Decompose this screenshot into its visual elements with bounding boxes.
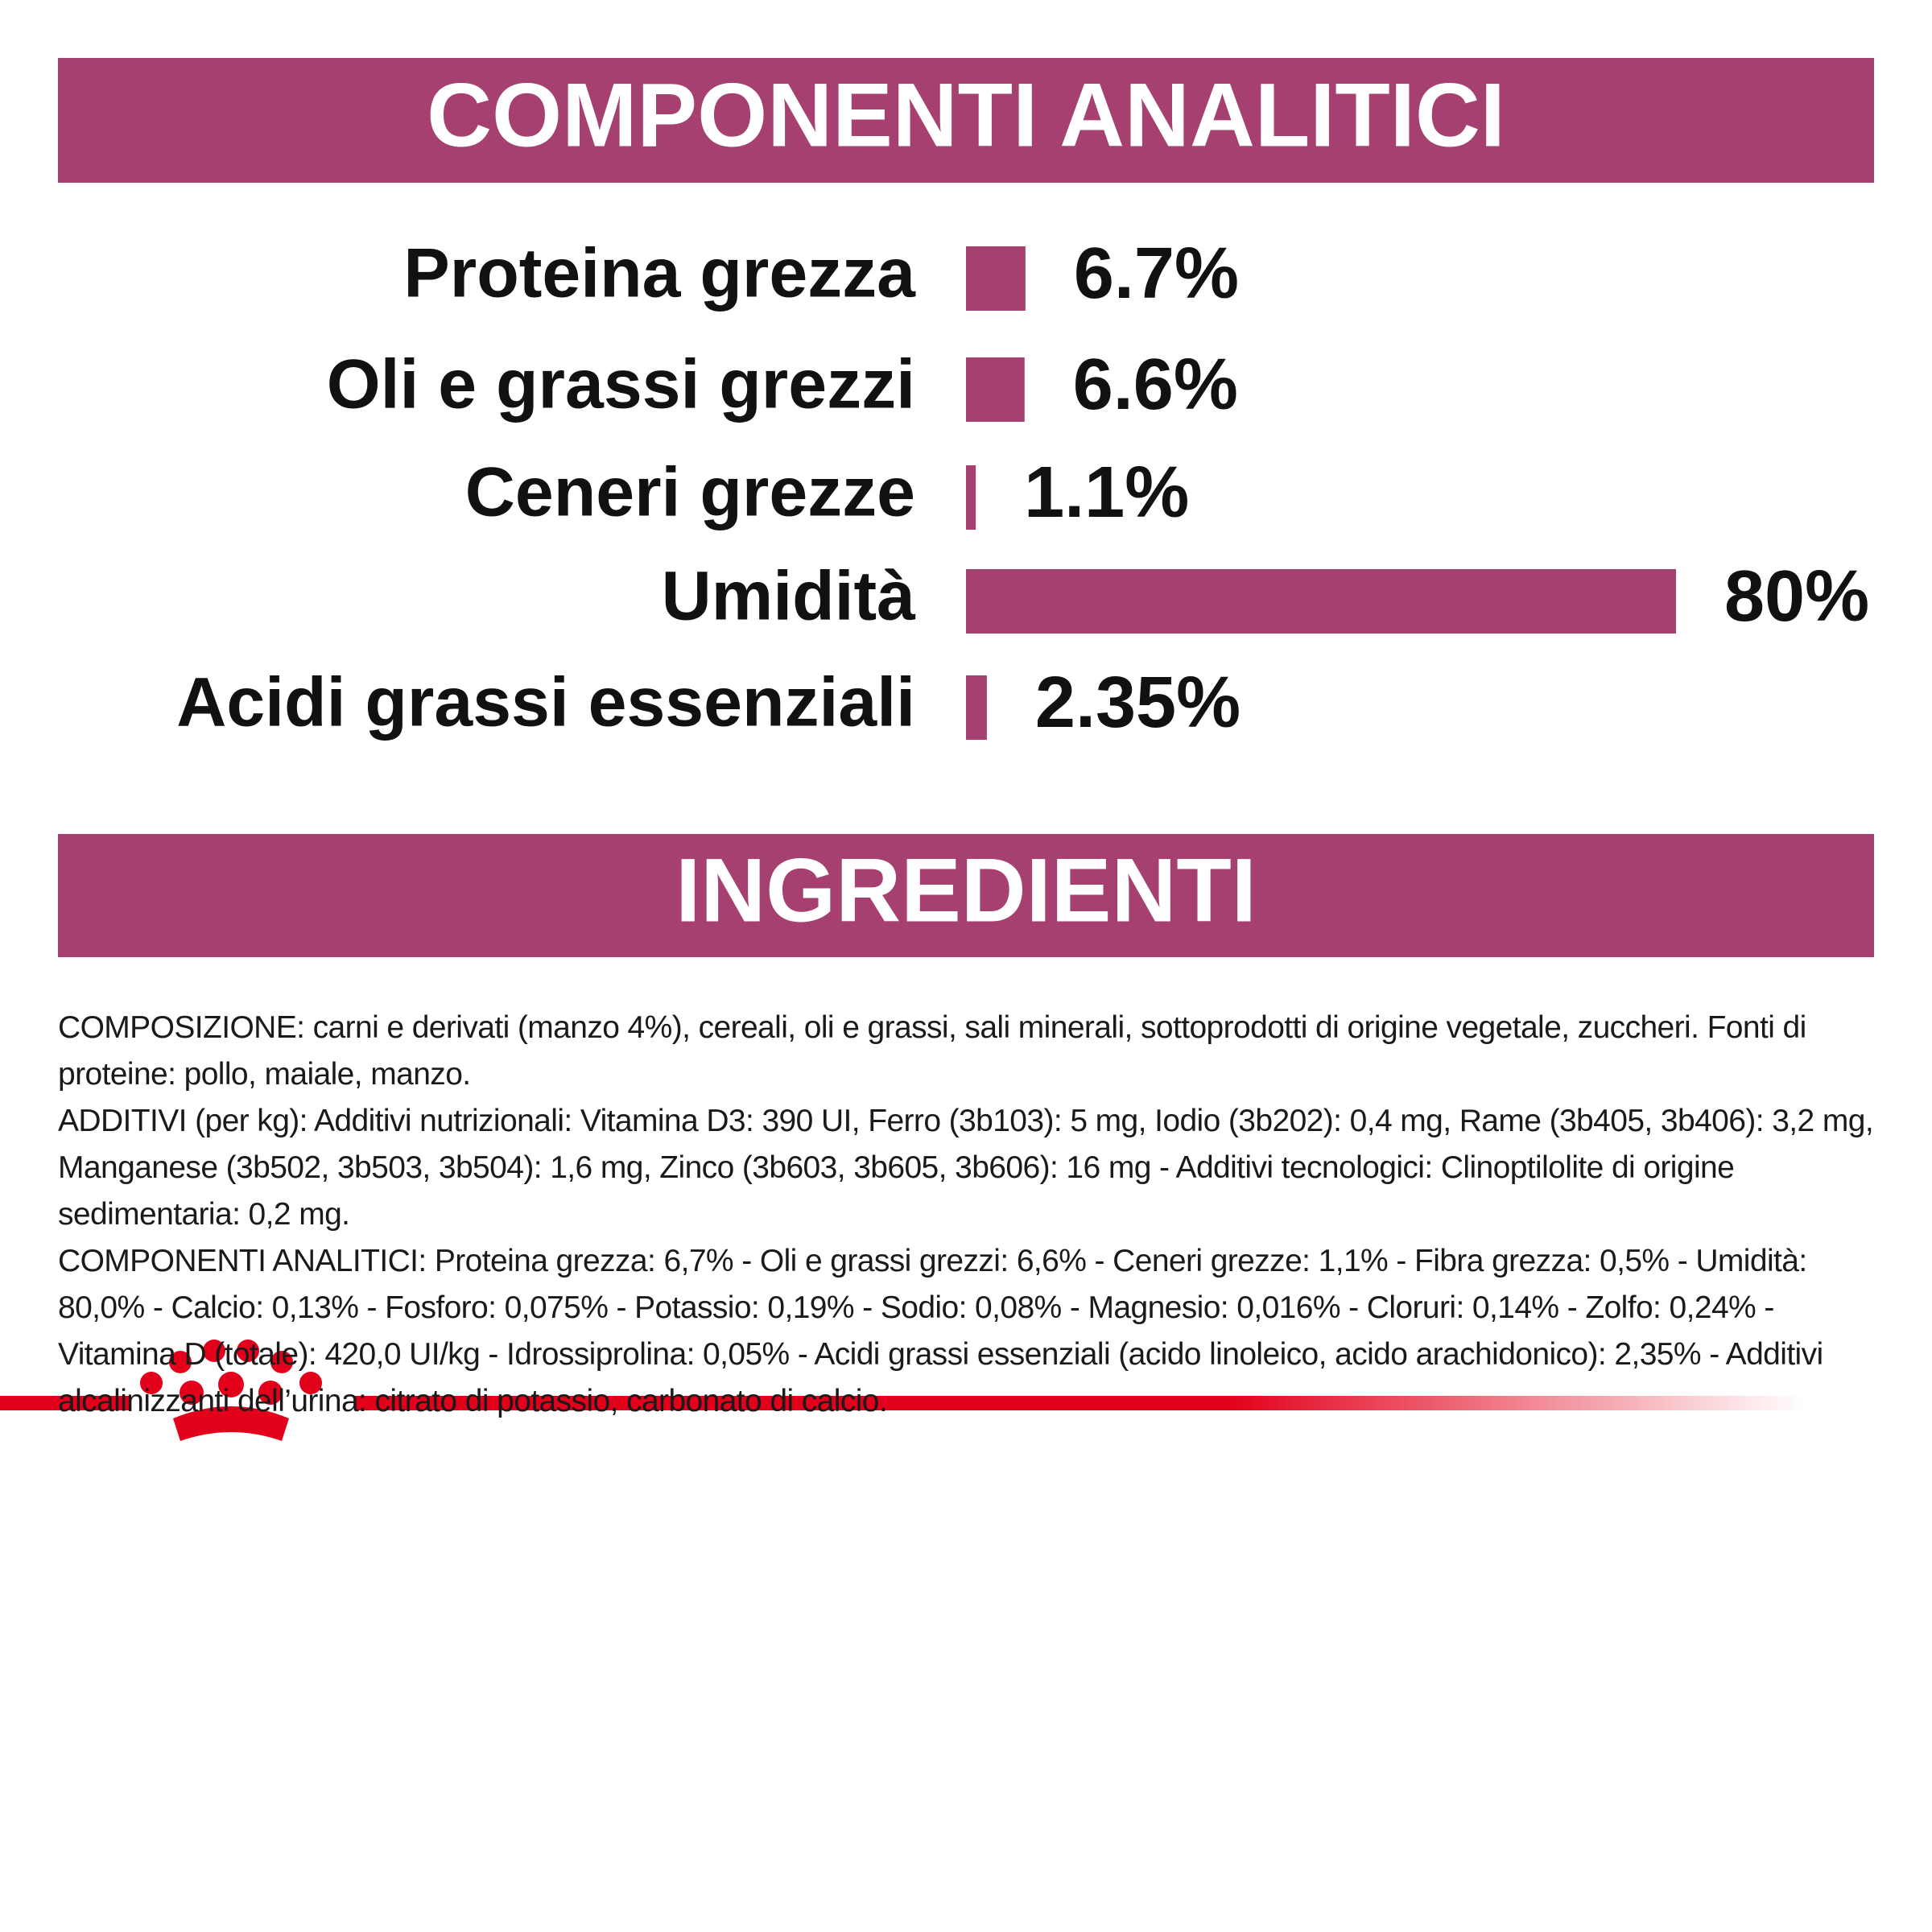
bar	[966, 465, 976, 530]
value-label: 1.1%	[1024, 452, 1189, 533]
chart-title: COMPONENTI ANALITICI	[427, 65, 1505, 166]
category-label: Oli e grassi grezzi	[327, 346, 915, 423]
bar	[966, 357, 1025, 422]
value-label: 6.7%	[1074, 233, 1239, 314]
bar	[966, 569, 1676, 634]
value-label: 6.6%	[1073, 345, 1238, 425]
bar	[966, 246, 1026, 311]
category-label: Proteina grezza	[403, 235, 916, 312]
paragraph: COMPONENTI ANALITICI: Proteina grezza: 6…	[58, 1244, 1823, 1418]
paragraph: COMPOSIZIONE: carni e derivati (manzo 4%…	[58, 1010, 1806, 1092]
header-band	[58, 834, 1874, 957]
header-band	[58, 58, 1874, 183]
brand-line	[0, 1340, 1803, 1441]
category-label: Umidità	[662, 558, 917, 635]
value-label: 2.35%	[1035, 663, 1241, 743]
category-label: Ceneri grezze	[465, 454, 915, 531]
section-title: INGREDIENTI	[675, 840, 1257, 941]
value-label: 80%	[1724, 556, 1869, 637]
paragraph: ADDITIVI (per kg): Additivi nutrizionali…	[58, 1104, 1874, 1232]
bar	[966, 675, 987, 740]
ingredients-text: COMPOSIZIONE: carni e derivati (manzo 4%…	[58, 1005, 1877, 1425]
category-label: Acidi grassi essenziali	[176, 664, 915, 741]
